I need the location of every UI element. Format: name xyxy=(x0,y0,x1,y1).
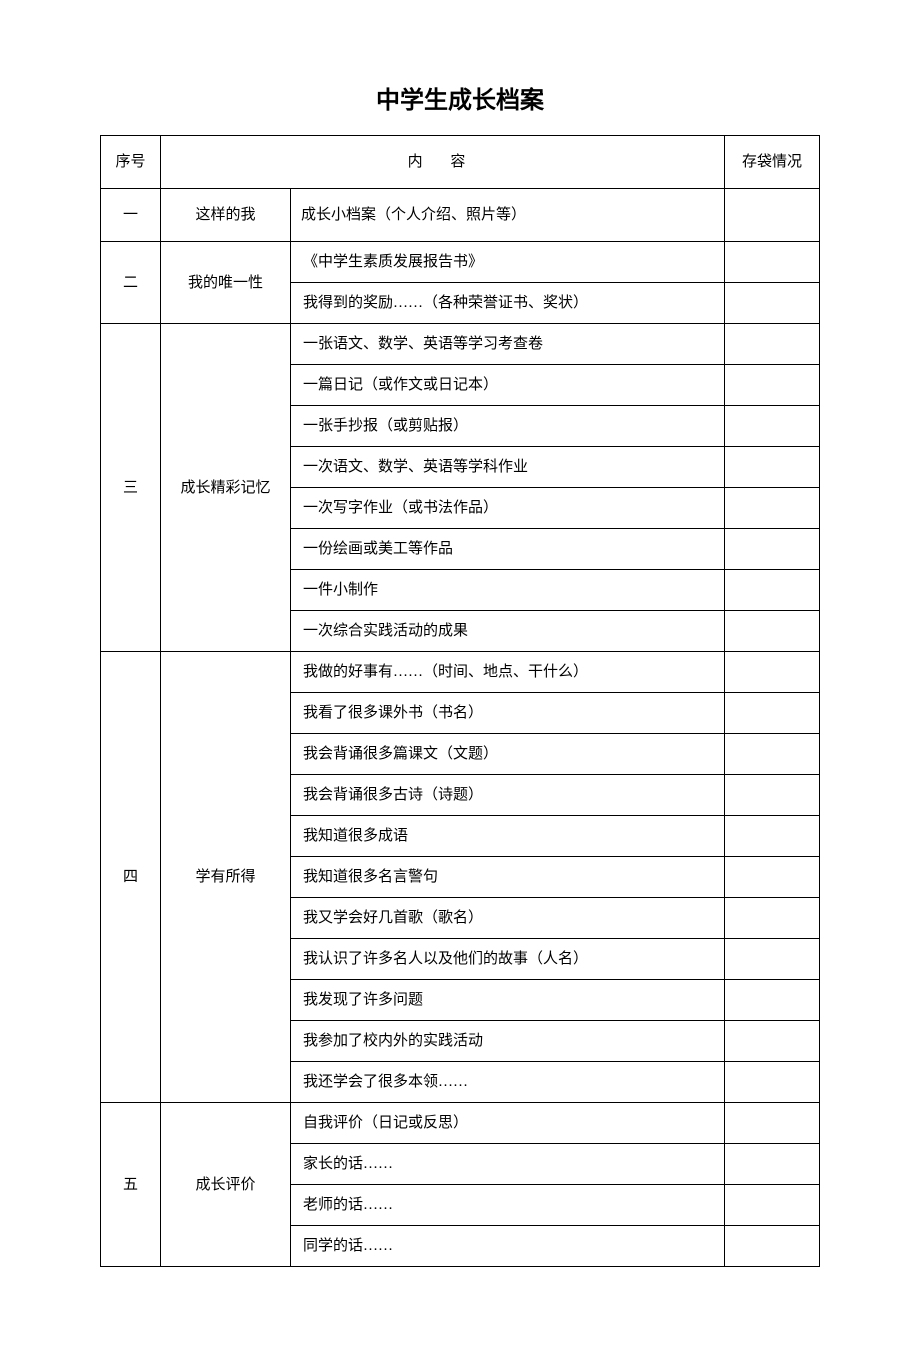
content-cell: 家长的话…… xyxy=(291,1144,725,1185)
bag-cell xyxy=(725,447,820,488)
bag-cell xyxy=(725,242,820,283)
bag-cell xyxy=(725,1021,820,1062)
content-cell: 我又学会好几首歌（歌名） xyxy=(291,898,725,939)
category-cell: 学有所得 xyxy=(161,652,291,1103)
content-cell: 我还学会了很多本领…… xyxy=(291,1062,725,1103)
bag-cell xyxy=(725,570,820,611)
header-row: 序号 内 容 存袋情况 xyxy=(101,136,820,189)
content-cell: 我参加了校内外的实践活动 xyxy=(291,1021,725,1062)
seq-cell: 三 xyxy=(101,324,161,652)
content-cell: 自我评价（日记或反思） xyxy=(291,1103,725,1144)
seq-cell: 一 xyxy=(101,189,161,242)
archive-table: 序号 内 容 存袋情况 一 这样的我 成长小档案（个人介绍、照片等） 二 我的唯… xyxy=(100,135,820,1267)
content-cell: 一次语文、数学、英语等学科作业 xyxy=(291,447,725,488)
content-cell: 一份绘画或美工等作品 xyxy=(291,529,725,570)
page-title: 中学生成长档案 xyxy=(100,80,820,115)
content-cell: 我会背诵很多篇课文（文题） xyxy=(291,734,725,775)
bag-cell xyxy=(725,775,820,816)
bag-cell xyxy=(725,652,820,693)
seq-cell: 二 xyxy=(101,242,161,324)
table-row: 四 学有所得 我做的好事有……（时间、地点、干什么） xyxy=(101,652,820,693)
content-cell: 我知道很多成语 xyxy=(291,816,725,857)
bag-cell xyxy=(725,1226,820,1267)
table-row: 二 我的唯一性 《中学生素质发展报告书》 xyxy=(101,242,820,283)
bag-cell xyxy=(725,406,820,447)
content-cell: 同学的话…… xyxy=(291,1226,725,1267)
content-cell: 一张手抄报（或剪贴报） xyxy=(291,406,725,447)
content-cell: 一次综合实践活动的成果 xyxy=(291,611,725,652)
bag-cell xyxy=(725,611,820,652)
bag-cell xyxy=(725,980,820,1021)
header-bag: 存袋情况 xyxy=(725,136,820,189)
content-cell: 我知道很多名言警句 xyxy=(291,857,725,898)
table-row: 三 成长精彩记忆 一张语文、数学、英语等学习考查卷 xyxy=(101,324,820,365)
seq-cell: 四 xyxy=(101,652,161,1103)
category-cell: 这样的我 xyxy=(161,189,291,242)
category-cell: 成长精彩记忆 xyxy=(161,324,291,652)
content-cell: 我发现了许多问题 xyxy=(291,980,725,1021)
bag-cell xyxy=(725,857,820,898)
content-cell: 我做的好事有……（时间、地点、干什么） xyxy=(291,652,725,693)
content-cell: 我认识了许多名人以及他们的故事（人名） xyxy=(291,939,725,980)
content-cell: 一篇日记（或作文或日记本） xyxy=(291,365,725,406)
category-cell: 成长评价 xyxy=(161,1103,291,1267)
content-cell: 一张语文、数学、英语等学习考查卷 xyxy=(291,324,725,365)
header-seq: 序号 xyxy=(101,136,161,189)
bag-cell xyxy=(725,1103,820,1144)
bag-cell xyxy=(725,1185,820,1226)
bag-cell xyxy=(725,1144,820,1185)
content-cell: 我得到的奖励……（各种荣誉证书、奖状） xyxy=(291,283,725,324)
bag-cell xyxy=(725,365,820,406)
bag-cell xyxy=(725,693,820,734)
bag-cell xyxy=(725,898,820,939)
table-body: 序号 内 容 存袋情况 一 这样的我 成长小档案（个人介绍、照片等） 二 我的唯… xyxy=(101,136,820,1267)
bag-cell xyxy=(725,283,820,324)
content-cell: 一次写字作业（或书法作品） xyxy=(291,488,725,529)
bag-cell xyxy=(725,734,820,775)
bag-cell xyxy=(725,529,820,570)
bag-cell xyxy=(725,1062,820,1103)
content-cell: 老师的话…… xyxy=(291,1185,725,1226)
table-row: 五 成长评价 自我评价（日记或反思） xyxy=(101,1103,820,1144)
content-cell: 成长小档案（个人介绍、照片等） xyxy=(291,189,725,242)
table-row: 一 这样的我 成长小档案（个人介绍、照片等） xyxy=(101,189,820,242)
bag-cell xyxy=(725,189,820,242)
content-cell: 一件小制作 xyxy=(291,570,725,611)
content-cell: 我看了很多课外书（书名） xyxy=(291,693,725,734)
seq-cell: 五 xyxy=(101,1103,161,1267)
bag-cell xyxy=(725,488,820,529)
bag-cell xyxy=(725,816,820,857)
bag-cell xyxy=(725,939,820,980)
content-cell: 《中学生素质发展报告书》 xyxy=(291,242,725,283)
content-cell: 我会背诵很多古诗（诗题） xyxy=(291,775,725,816)
category-cell: 我的唯一性 xyxy=(161,242,291,324)
bag-cell xyxy=(725,324,820,365)
header-content: 内 容 xyxy=(161,136,725,189)
